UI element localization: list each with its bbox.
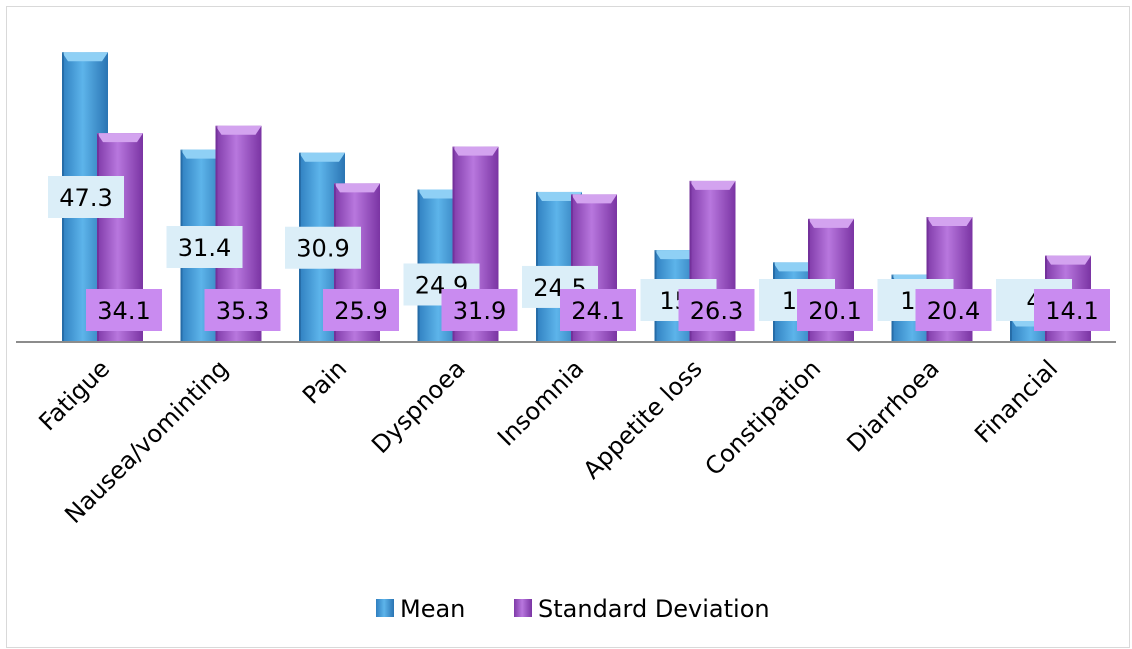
category-label-dyspnoea: Dyspnoea <box>366 354 471 459</box>
bar-edge <box>689 180 692 342</box>
data-label-text: 47.3 <box>59 184 112 212</box>
data-label-bg <box>1034 289 1110 331</box>
bar-cap <box>926 217 973 227</box>
category-label-fatigue: Fatigue <box>33 354 115 436</box>
data-label-bg <box>915 289 992 331</box>
data-label-text: 14.1 <box>1045 297 1098 325</box>
bar-cap <box>571 194 617 204</box>
data-label-sd-fatigue: 34.1 <box>86 289 162 331</box>
bar-cap <box>62 52 108 62</box>
data-label-sd-financial: 14.1 <box>1034 289 1110 331</box>
data-labels-group: 47.334.131.435.330.925.924.931.924.524.1… <box>48 176 1110 331</box>
bar-cap <box>97 133 143 143</box>
data-label-sd-constipation: 20.1 <box>797 289 873 331</box>
category-label-pain: Pain <box>297 354 352 409</box>
data-label-sd-nausea-vominting: 35.3 <box>204 289 281 331</box>
legend-swatch-mean <box>376 599 394 617</box>
data-label-sd-dyspnoea: 31.9 <box>441 289 518 331</box>
data-label-bg <box>441 289 518 331</box>
data-label-sd-pain: 25.9 <box>323 289 399 331</box>
category-label-diarrhoea: Diarrhoea <box>841 354 944 457</box>
bar-cap <box>417 189 464 199</box>
data-label-text: 25.9 <box>334 297 387 325</box>
data-label-text: 34.1 <box>97 297 150 325</box>
data-label-bg <box>678 289 755 331</box>
data-label-bg <box>560 289 636 331</box>
data-label-sd-insomnia: 24.1 <box>560 289 636 331</box>
data-label-text: 30.9 <box>296 235 349 263</box>
bar-cap <box>299 152 345 162</box>
data-label-bg <box>166 226 243 268</box>
bar-cap <box>808 218 854 228</box>
data-label-text: 20.1 <box>808 297 861 325</box>
data-label-bg <box>797 289 873 331</box>
category-label-constipation: Constipation <box>700 354 827 481</box>
bar-edge <box>97 133 99 342</box>
data-label-text: 31.9 <box>453 297 506 325</box>
data-label-bg <box>285 226 361 269</box>
category-label-appetite-loss: Appetite loss <box>578 354 708 484</box>
data-label-text: 26.3 <box>690 297 743 325</box>
bar-edge <box>1010 317 1012 342</box>
data-label-mean-pain: 30.9 <box>285 226 361 269</box>
bar-cap <box>536 191 582 201</box>
data-label-text: 20.4 <box>927 297 980 325</box>
data-label-mean-fatigue: 47.3 <box>48 176 124 218</box>
data-label-text: 31.4 <box>178 234 231 262</box>
data-label-bg <box>48 176 124 218</box>
legend-label-standard-deviation: Standard Deviation <box>538 595 770 623</box>
bar-cap <box>1045 255 1091 265</box>
data-label-bg <box>323 289 399 331</box>
bar-cap <box>215 125 262 135</box>
bar-cap <box>334 183 380 193</box>
legend: Mean Standard Deviation <box>376 595 770 623</box>
bar-cap <box>654 250 701 260</box>
bar-edge <box>452 146 455 342</box>
bar-cap <box>452 146 499 156</box>
category-label-financial: Financial <box>969 354 1063 448</box>
legend-swatch-standard-deviation <box>514 599 532 617</box>
bar-cap <box>773 262 819 272</box>
data-label-mean-nausea-vominting: 31.4 <box>166 226 243 268</box>
data-label-text: 24.1 <box>571 297 624 325</box>
legend-label-mean: Mean <box>400 595 465 623</box>
data-label-sd-appetite-loss: 26.3 <box>678 289 755 331</box>
data-label-bg <box>86 289 162 331</box>
data-label-text: 35.3 <box>216 297 269 325</box>
data-label-bg <box>204 289 281 331</box>
data-label-sd-diarrhoea: 20.4 <box>915 289 992 331</box>
category-label-insomnia: Insomnia <box>492 354 589 451</box>
bar-cap <box>689 180 736 190</box>
bar-cap <box>180 149 227 159</box>
